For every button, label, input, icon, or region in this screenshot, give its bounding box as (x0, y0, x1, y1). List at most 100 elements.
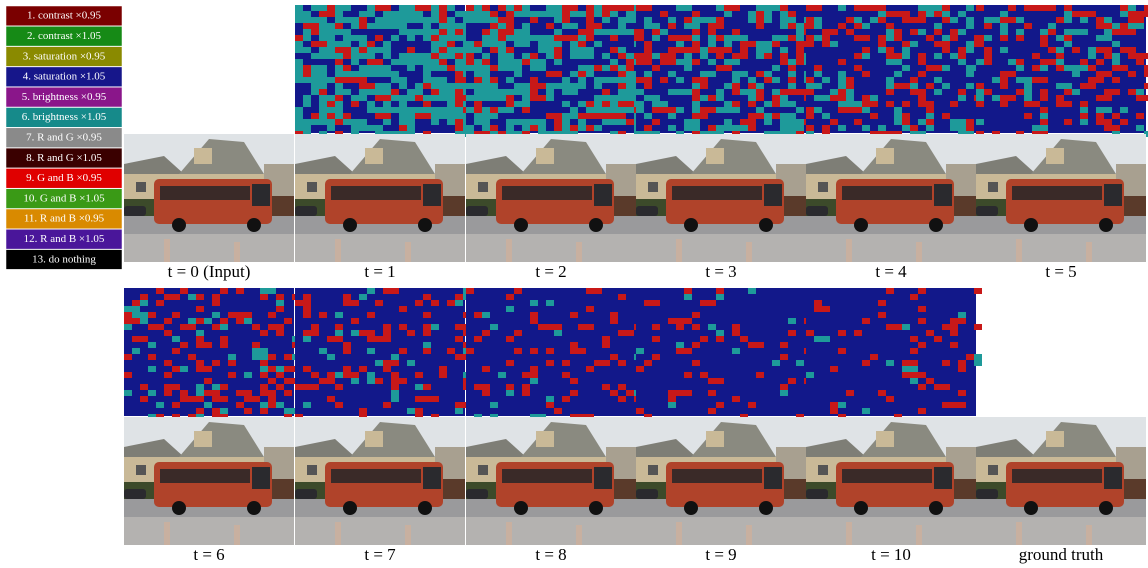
map-patch (692, 125, 700, 131)
map-patch (684, 318, 692, 324)
map-patch (1136, 113, 1144, 119)
map-patch (636, 101, 644, 107)
map-patch (196, 360, 204, 366)
map-patch (506, 89, 514, 95)
map-patch (780, 119, 788, 125)
map-patch (668, 125, 676, 131)
map-patch (602, 11, 610, 17)
map-patch (498, 41, 506, 47)
map-patch (367, 41, 375, 47)
map-patch (1064, 101, 1072, 107)
map-patch (838, 125, 846, 131)
map-patch (439, 366, 447, 372)
map-patch (431, 35, 439, 41)
map-patch (780, 53, 788, 59)
map-patch (514, 29, 522, 35)
map-patch (610, 77, 618, 83)
map-patch (514, 330, 522, 336)
map-patch (375, 35, 383, 41)
map-patch (538, 65, 546, 71)
map-patch (212, 360, 220, 366)
map-patch (391, 23, 399, 29)
map-patch (846, 83, 854, 89)
map-patch (838, 101, 846, 107)
map-patch (335, 17, 343, 23)
map-patch (886, 29, 894, 35)
map-patch (311, 372, 319, 378)
map-patch (878, 11, 886, 17)
map-patch (383, 17, 391, 23)
map-patch (439, 47, 447, 53)
map-patch (780, 17, 788, 23)
map-patch (1040, 89, 1048, 95)
image-grid (124, 5, 1148, 545)
map-patch (700, 71, 708, 77)
map-patch (602, 17, 610, 23)
map-patch (1064, 119, 1072, 125)
map-patch (383, 11, 391, 17)
map-patch (780, 59, 788, 65)
map-patch (732, 348, 740, 354)
map-patch (311, 324, 319, 330)
map-patch (1144, 131, 1148, 137)
map-patch (692, 324, 700, 330)
map-patch (375, 113, 383, 119)
map-patch (814, 336, 822, 342)
map-patch (423, 53, 431, 59)
map-patch (1088, 11, 1096, 17)
map-patch (652, 336, 660, 342)
map-patch (303, 402, 311, 408)
map-patch (692, 113, 700, 119)
map-patch (482, 29, 490, 35)
map-patch (966, 65, 974, 71)
map-patch (268, 378, 276, 384)
map-patch (514, 35, 522, 41)
map-patch (862, 53, 870, 59)
map-patch (319, 89, 327, 95)
map-patch (950, 324, 958, 330)
map-patch (506, 59, 514, 65)
map-patch (636, 89, 644, 95)
map-patch (351, 23, 359, 29)
map-patch (319, 71, 327, 77)
map-patch (447, 348, 455, 354)
map-patch (228, 312, 236, 318)
map-patch (431, 119, 439, 125)
map-patch (610, 29, 618, 35)
map-patch (474, 113, 482, 119)
map-patch (910, 366, 918, 372)
map-patch (660, 101, 668, 107)
map-patch (594, 95, 602, 101)
map-patch (562, 83, 570, 89)
map-patch (692, 77, 700, 83)
map-patch (578, 47, 586, 53)
map-patch (391, 378, 399, 384)
map-patch (562, 372, 570, 378)
map-patch (1128, 5, 1136, 11)
map-patch (1104, 35, 1112, 41)
map-patch (455, 23, 463, 29)
map-patch (724, 107, 732, 113)
map-patch (530, 59, 538, 65)
map-patch (180, 396, 188, 402)
map-patch (482, 77, 490, 83)
map-patch (894, 83, 902, 89)
map-patch (490, 41, 498, 47)
map-patch (1040, 107, 1048, 113)
map-patch (626, 11, 634, 17)
map-patch (870, 113, 878, 119)
map-patch (383, 119, 391, 125)
map-patch (594, 101, 602, 107)
map-patch (383, 324, 391, 330)
map-patch (594, 77, 602, 83)
map-patch (708, 390, 716, 396)
map-patch (303, 336, 311, 342)
map-patch (303, 29, 311, 35)
map-patch (303, 23, 311, 29)
map-patch (602, 384, 610, 390)
map-patch (423, 324, 431, 330)
map-patch (918, 306, 926, 312)
photo (976, 134, 1146, 262)
map-patch (594, 29, 602, 35)
map-patch (1016, 59, 1024, 65)
